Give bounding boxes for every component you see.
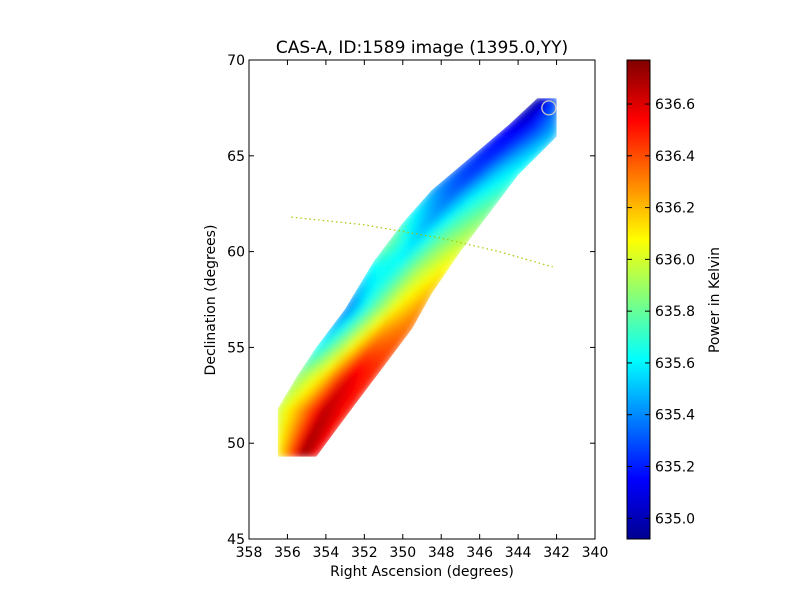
colorbar-tick-label: 636.6	[655, 97, 695, 113]
y-tick-label: 55	[227, 340, 245, 356]
y-tick-label: 60	[227, 245, 245, 261]
heatmap-cell	[551, 114, 557, 126]
x-tick-label: 354	[313, 545, 340, 561]
heatmap-cell	[544, 130, 557, 143]
heatmap-swath	[277, 98, 557, 457]
x-tick-label: 342	[543, 545, 570, 561]
x-tick-label: 356	[274, 545, 301, 561]
y-tick-label: 70	[227, 53, 245, 69]
x-axis-ticks: 358 356 354 352 350 348 346 344 342 340	[236, 60, 609, 561]
y-tick-label: 65	[227, 149, 245, 165]
x-axis-label: Right Ascension (degrees)	[330, 564, 514, 580]
y-tick-label: 45	[227, 532, 245, 548]
colorbar-tick-label: 635.2	[655, 460, 695, 476]
colorbar-tick-label: 635.4	[655, 408, 695, 424]
x-tick-label: 350	[389, 545, 416, 561]
x-tick-label: 340	[582, 545, 609, 561]
x-tick-label: 348	[428, 545, 455, 561]
colorbar	[626, 59, 651, 540]
marker-layer	[541, 100, 557, 116]
colorbar-tick-label: 636.4	[655, 149, 695, 165]
source-marker	[541, 100, 557, 116]
plot-frame	[248, 59, 596, 540]
x-tick-label: 344	[505, 545, 532, 561]
colorbar-tick-label: 635.8	[655, 304, 695, 320]
colorbar-ticks: 635.0 635.2 635.4 635.6 635.8 636.0 636.2 636.4…	[627, 97, 695, 527]
x-tick-label: 358	[236, 545, 263, 561]
colorbar-label: Power in Kelvin	[707, 247, 723, 353]
chart-title: CAS-A, ID:1589 image (1395.0,YY)	[276, 38, 568, 58]
colorbar-tick-label: 636.2	[655, 201, 695, 217]
heatmap-cell	[550, 122, 557, 134]
x-tick-label: 346	[466, 545, 493, 561]
colorbar-tick-label: 635.0	[655, 511, 695, 527]
y-tick-label: 50	[227, 436, 245, 452]
y-axis-label: Declination (degrees)	[203, 225, 219, 376]
x-tick-label: 352	[351, 545, 378, 561]
y-axis-ticks: 45 50 55 60 65 70	[227, 53, 595, 548]
colorbar-tick-label: 636.0	[655, 252, 695, 268]
colorbar-tick-label: 635.6	[655, 356, 695, 372]
